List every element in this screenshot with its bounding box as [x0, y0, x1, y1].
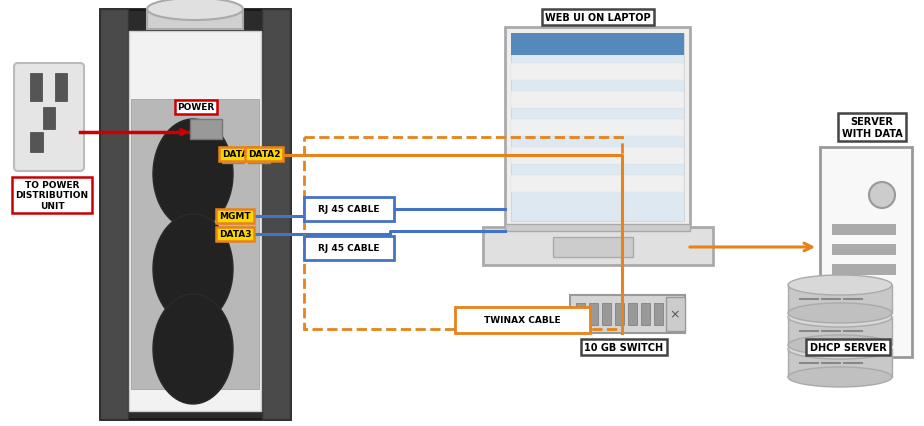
Bar	[511, 34, 684, 222]
Bar	[262, 10, 290, 419]
Bar	[602, 303, 611, 325]
Bar	[505, 225, 690, 231]
Bar	[129, 32, 261, 411]
Text: 10 GB SWITCH: 10 GB SWITCH	[585, 342, 663, 352]
Ellipse shape	[788, 303, 892, 323]
Bar	[832, 245, 896, 256]
FancyBboxPatch shape	[304, 236, 394, 260]
Circle shape	[869, 183, 895, 208]
Ellipse shape	[788, 339, 892, 359]
Bar	[511, 34, 684, 56]
Bar	[788, 349, 892, 377]
Ellipse shape	[147, 0, 243, 21]
Text: DATA3: DATA3	[219, 230, 251, 239]
Ellipse shape	[788, 367, 892, 387]
Bar	[654, 303, 663, 325]
Text: ×: ×	[670, 308, 680, 321]
Bar	[820, 148, 912, 357]
Bar	[511, 176, 684, 193]
Bar	[190, 120, 222, 140]
Bar	[222, 227, 242, 242]
Bar	[147, 10, 243, 30]
Bar	[511, 120, 684, 137]
Ellipse shape	[153, 215, 233, 324]
Bar	[30, 74, 42, 102]
Bar	[832, 225, 896, 236]
Text: TO POWER
DISTRIBUTION
UNIT: TO POWER DISTRIBUTION UNIT	[16, 181, 89, 210]
Bar	[30, 132, 43, 153]
Text: MGMT: MGMT	[219, 212, 250, 221]
Bar	[641, 303, 650, 325]
FancyBboxPatch shape	[304, 198, 394, 222]
Bar	[248, 148, 270, 164]
Bar	[55, 74, 67, 102]
Text: DATA1: DATA1	[222, 150, 254, 159]
Bar	[788, 285, 892, 313]
Bar	[832, 265, 896, 275]
Bar	[666, 297, 685, 331]
Bar	[100, 10, 128, 419]
Text: RJ 45 CABLE: RJ 45 CABLE	[318, 244, 380, 253]
FancyBboxPatch shape	[455, 307, 590, 333]
Ellipse shape	[788, 335, 892, 355]
Text: DHCP SERVER: DHCP SERVER	[809, 342, 886, 352]
Bar	[511, 148, 684, 164]
Bar	[511, 64, 684, 81]
Ellipse shape	[788, 275, 892, 295]
Bar	[628, 303, 637, 325]
Text: DATA2: DATA2	[248, 150, 280, 159]
Bar	[615, 303, 624, 325]
FancyBboxPatch shape	[14, 64, 84, 172]
Text: WEB UI ON LAPTOP: WEB UI ON LAPTOP	[545, 13, 650, 23]
Bar	[131, 100, 259, 389]
Bar	[570, 295, 685, 333]
Text: POWER: POWER	[177, 103, 214, 112]
Bar	[589, 303, 598, 325]
Text: SERVER
WITH DATA: SERVER WITH DATA	[842, 117, 903, 138]
Bar	[553, 237, 633, 257]
Bar	[304, 138, 622, 329]
Bar	[505, 28, 690, 227]
Bar	[222, 210, 242, 224]
Bar	[483, 227, 713, 265]
Bar	[222, 148, 244, 164]
Bar	[576, 303, 585, 325]
Bar	[788, 317, 892, 345]
Bar	[43, 108, 55, 130]
Bar	[511, 92, 684, 109]
Text: RJ 45 CABLE: RJ 45 CABLE	[318, 205, 380, 214]
Ellipse shape	[153, 294, 233, 404]
Ellipse shape	[788, 307, 892, 327]
Ellipse shape	[153, 120, 233, 230]
Bar	[100, 10, 290, 419]
Text: TWINAX CABLE: TWINAX CABLE	[483, 316, 560, 325]
